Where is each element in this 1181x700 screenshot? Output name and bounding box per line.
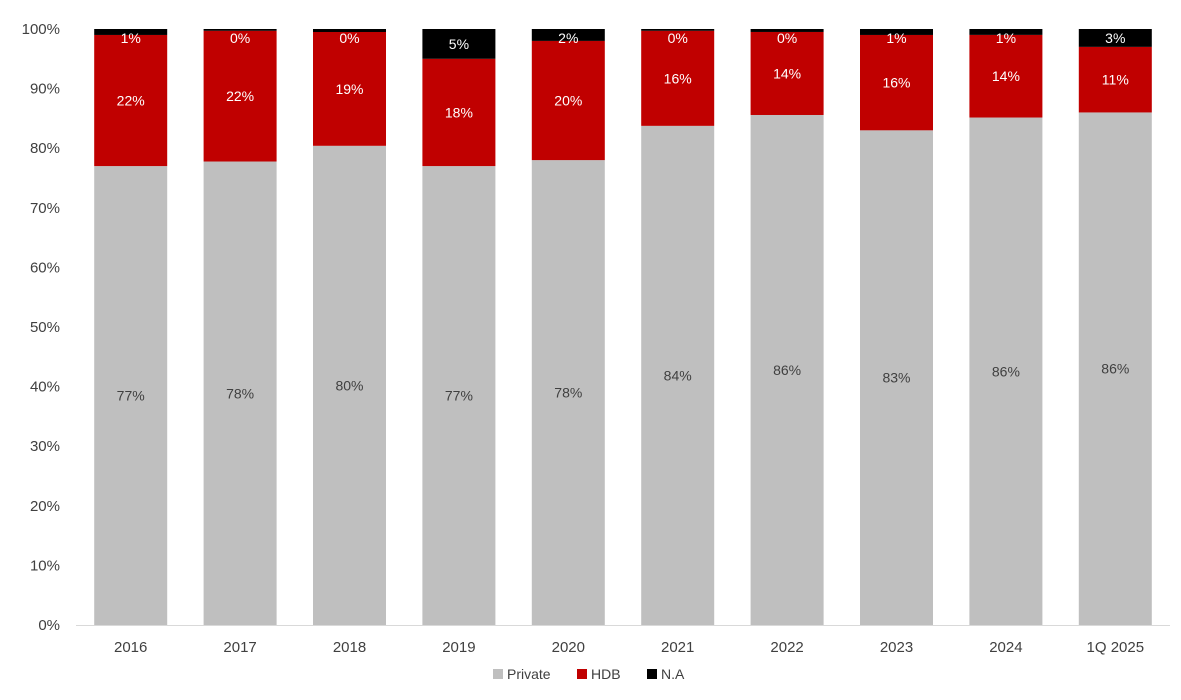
data-label: 2% — [558, 30, 578, 46]
legend-label: HDB — [591, 666, 621, 682]
bar-n-a — [422, 29, 496, 59]
legend-swatch — [493, 669, 503, 679]
y-tick-label: 80% — [30, 140, 60, 157]
bar-n-a — [203, 29, 277, 31]
bar-private — [860, 130, 933, 625]
bar-hdb — [203, 30, 277, 162]
data-label: 86% — [1101, 361, 1129, 377]
data-label: 18% — [445, 104, 473, 120]
bar-private — [203, 161, 277, 625]
data-label: 20% — [554, 93, 582, 109]
data-label: 3% — [1105, 30, 1125, 46]
data-label: 0% — [668, 30, 688, 46]
y-tick-label: 40% — [30, 379, 60, 396]
data-label: 16% — [882, 75, 910, 91]
bar-private — [969, 117, 1043, 625]
x-axis: 2016 2017 2018 2019 2020 2021 2022 2023 2024 1Q 2… — [76, 625, 1170, 656]
data-label: 84% — [664, 367, 692, 383]
data-label: 22% — [226, 88, 254, 104]
bar-private — [94, 166, 168, 625]
bar-hdb — [969, 34, 1043, 118]
data-label: 19% — [335, 81, 363, 97]
data-label: 86% — [992, 363, 1020, 379]
data-label: 77% — [445, 388, 473, 404]
x-tick-label: 2024 — [989, 639, 1022, 656]
bar-private — [422, 166, 496, 625]
data-label: 1% — [996, 30, 1016, 46]
legend-swatch — [577, 669, 587, 679]
bar-hdb — [94, 34, 168, 167]
y-tick-label: 100% — [22, 21, 60, 38]
data-label: 86% — [773, 362, 801, 378]
legend: Private HDB N.A — [493, 666, 685, 682]
bar-hdb — [531, 40, 605, 161]
x-tick-label: 2016 — [114, 639, 147, 656]
data-label: 0% — [777, 30, 797, 46]
x-tick-label: 2023 — [880, 639, 913, 656]
bar-n-a — [750, 29, 824, 32]
bar-private — [313, 145, 386, 625]
bar-n-a — [531, 29, 605, 41]
bar-private — [531, 160, 605, 625]
bar-n-a — [860, 29, 933, 35]
legend-label: N.A — [661, 666, 685, 682]
data-label: 1% — [886, 30, 906, 46]
y-tick-label: 70% — [30, 200, 60, 217]
x-tick-label: 2022 — [770, 639, 803, 656]
bar-n-a — [94, 29, 168, 35]
data-label: 77% — [117, 388, 145, 404]
bar-n-a — [313, 29, 386, 32]
y-tick-label: 20% — [30, 498, 60, 515]
data-label: 78% — [554, 385, 582, 401]
data-label: 83% — [882, 370, 910, 386]
bar-private — [750, 114, 824, 625]
x-tick-label: 2017 — [223, 639, 256, 656]
bar-private — [641, 125, 715, 626]
y-tick-label: 30% — [30, 438, 60, 455]
bar-n-a — [1078, 29, 1152, 47]
data-label: 0% — [230, 30, 250, 46]
bar-n-a — [969, 29, 1043, 35]
data-label: 22% — [117, 93, 145, 109]
y-tick-label: 60% — [30, 259, 60, 276]
bar-hdb — [860, 34, 933, 131]
x-tick-label: 2020 — [552, 639, 585, 656]
x-tick-label: 2019 — [442, 639, 475, 656]
y-tick-label: 90% — [30, 81, 60, 98]
data-label: 11% — [1102, 72, 1129, 88]
data-label: 14% — [773, 65, 801, 81]
legend-swatch — [647, 669, 657, 679]
bar-hdb — [750, 31, 824, 115]
data-label: 1% — [121, 30, 141, 46]
y-axis: 0% 10% 20% 30% 40% 50% 60% 70% 80% 90% 100% — [22, 21, 60, 634]
bar-hdb — [1078, 46, 1152, 113]
data-label: 14% — [992, 68, 1020, 84]
bar-private — [1078, 112, 1152, 625]
data-label: 78% — [226, 385, 254, 401]
data-label: 0% — [339, 30, 359, 46]
y-tick-label: 50% — [30, 319, 60, 336]
x-tick-label: 2021 — [661, 639, 694, 656]
y-tick-label: 10% — [30, 557, 60, 574]
x-tick-label: 2018 — [333, 639, 366, 656]
bar-hdb — [641, 30, 715, 126]
data-label: 16% — [664, 70, 692, 86]
bar-n-a — [641, 29, 715, 31]
bar-hdb — [313, 31, 386, 146]
y-tick-label: 0% — [38, 617, 60, 634]
data-label: 5% — [449, 36, 469, 52]
bars: 77% 22% 1% 78% 22% 0% 80% 19% 0% 77% 18% 5% 78% 20% 2%… — [94, 29, 1152, 626]
x-tick-label: 1Q 2025 — [1087, 639, 1145, 656]
legend-label: Private — [507, 666, 551, 682]
data-label: 80% — [335, 377, 363, 393]
bar-hdb — [422, 58, 496, 167]
